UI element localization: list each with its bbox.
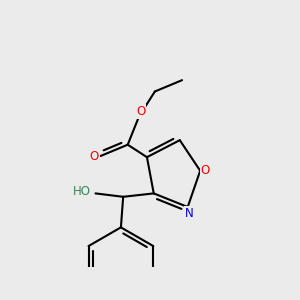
- Text: HO: HO: [73, 185, 91, 198]
- Text: O: O: [201, 164, 210, 177]
- Text: O: O: [136, 105, 146, 118]
- Text: N: N: [185, 207, 194, 220]
- Text: O: O: [90, 149, 99, 163]
